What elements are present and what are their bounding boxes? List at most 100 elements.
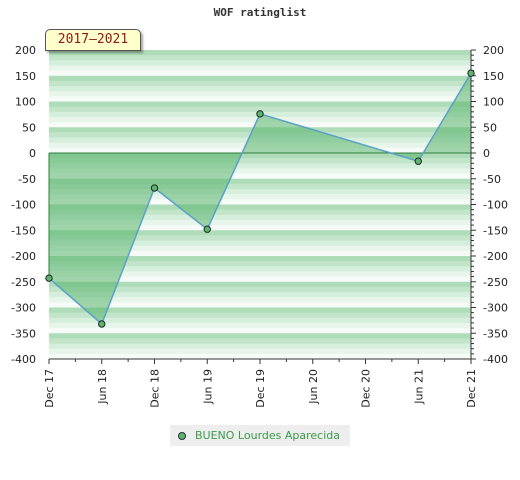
band bbox=[49, 158, 471, 164]
band bbox=[49, 168, 471, 175]
y-tick-label-right: -400 bbox=[483, 353, 508, 366]
band bbox=[49, 50, 471, 56]
band bbox=[49, 163, 471, 169]
band bbox=[49, 214, 471, 221]
series-fill bbox=[49, 73, 471, 324]
y-tick-label-right: 100 bbox=[483, 96, 504, 109]
y-tick-label-right: -150 bbox=[483, 224, 508, 237]
y-tick-label-left: 0 bbox=[29, 147, 36, 160]
band bbox=[49, 75, 471, 82]
band bbox=[49, 312, 471, 319]
band bbox=[49, 199, 471, 205]
band bbox=[49, 194, 471, 200]
data-point bbox=[150, 184, 159, 192]
y-tick-label-right: -200 bbox=[483, 250, 508, 263]
band bbox=[49, 225, 471, 231]
y-tick-label-left: -300 bbox=[11, 302, 36, 315]
y-tick-label-right: 150 bbox=[483, 70, 504, 83]
band bbox=[49, 240, 471, 247]
band bbox=[49, 250, 471, 257]
data-points bbox=[45, 69, 475, 328]
band bbox=[49, 317, 471, 324]
y-tick-label-right: 50 bbox=[483, 121, 497, 134]
band bbox=[49, 322, 471, 329]
data-point bbox=[203, 225, 211, 233]
band bbox=[49, 183, 471, 190]
y-tick-label-right: -250 bbox=[483, 276, 508, 289]
y-tick-label-right: -100 bbox=[483, 199, 508, 212]
band bbox=[49, 101, 471, 108]
x-tick-label: Dec 20 bbox=[360, 369, 373, 408]
y-tick-labels: 200 200 150 150 100 100 50 50 0 0 -50 -50 -100 -100 -1… bbox=[11, 44, 508, 366]
y-tick-label-left: -250 bbox=[11, 276, 36, 289]
x-tick-label: Jun 21 bbox=[412, 369, 425, 405]
band bbox=[49, 60, 471, 66]
y-tick-label-left: -400 bbox=[11, 353, 36, 366]
band bbox=[49, 271, 471, 278]
band bbox=[49, 276, 471, 283]
band bbox=[49, 209, 471, 216]
data-point bbox=[45, 274, 53, 282]
band bbox=[49, 235, 471, 242]
band bbox=[49, 302, 471, 308]
band bbox=[49, 65, 471, 72]
y-tick-label-left: -150 bbox=[11, 224, 36, 237]
x-tick-label: Jun 19 bbox=[201, 369, 214, 405]
period-badge: 2017–2021 bbox=[45, 29, 141, 51]
band bbox=[49, 338, 471, 345]
band bbox=[49, 230, 471, 236]
band bbox=[49, 219, 471, 226]
band bbox=[49, 286, 471, 293]
x-tick-label: Jun 20 bbox=[307, 369, 320, 405]
y-tick-label-right: -300 bbox=[483, 302, 508, 315]
x-tick-label: Dec 17 bbox=[43, 369, 56, 408]
band bbox=[49, 173, 471, 180]
axes bbox=[48, 49, 476, 364]
y-tick-label-right: -350 bbox=[483, 327, 508, 340]
x-tick-label: Jun 18 bbox=[96, 369, 109, 405]
band bbox=[49, 178, 471, 185]
chart-title: WOF ratinglist bbox=[213, 6, 307, 19]
band bbox=[49, 328, 471, 334]
data-point bbox=[414, 157, 422, 165]
band bbox=[49, 353, 471, 360]
band bbox=[49, 297, 471, 303]
data-point bbox=[467, 69, 475, 77]
y-tick-label-right: -50 bbox=[483, 173, 501, 186]
y-tick-label-left: 200 bbox=[15, 44, 36, 57]
x-tick-label: Dec 18 bbox=[149, 369, 162, 408]
y-tick-label-left: 50 bbox=[22, 121, 36, 134]
band bbox=[49, 292, 471, 298]
band bbox=[49, 189, 471, 195]
band bbox=[49, 333, 471, 339]
legend-marker bbox=[178, 432, 186, 440]
band bbox=[49, 204, 471, 211]
band bbox=[49, 96, 471, 102]
y-tick-label-left: -200 bbox=[11, 250, 36, 263]
band bbox=[49, 281, 471, 288]
band bbox=[49, 261, 471, 267]
y-tick-label-left: -50 bbox=[18, 173, 36, 186]
band bbox=[49, 91, 471, 97]
y-tick-label-right: 200 bbox=[483, 44, 504, 57]
band bbox=[49, 80, 471, 87]
band bbox=[49, 307, 471, 314]
y-tick-label-left: -100 bbox=[11, 199, 36, 212]
band bbox=[49, 86, 471, 92]
data-point bbox=[98, 320, 106, 328]
band bbox=[49, 55, 471, 61]
band bbox=[49, 256, 471, 262]
band bbox=[49, 343, 471, 350]
band bbox=[49, 245, 471, 252]
legend-label: BUENO Lourdes Aparecida bbox=[195, 429, 340, 442]
y-tick-label-left: -350 bbox=[11, 327, 36, 340]
data-point bbox=[256, 110, 264, 118]
band bbox=[49, 348, 471, 355]
band bbox=[49, 106, 471, 113]
legend: BUENO Lourdes Aparecida bbox=[170, 425, 350, 446]
band bbox=[49, 70, 471, 77]
y-tick-label-right: 0 bbox=[483, 147, 490, 160]
x-tick-label: Dec 21 bbox=[465, 369, 478, 408]
x-tick-label: Dec 19 bbox=[254, 369, 267, 408]
